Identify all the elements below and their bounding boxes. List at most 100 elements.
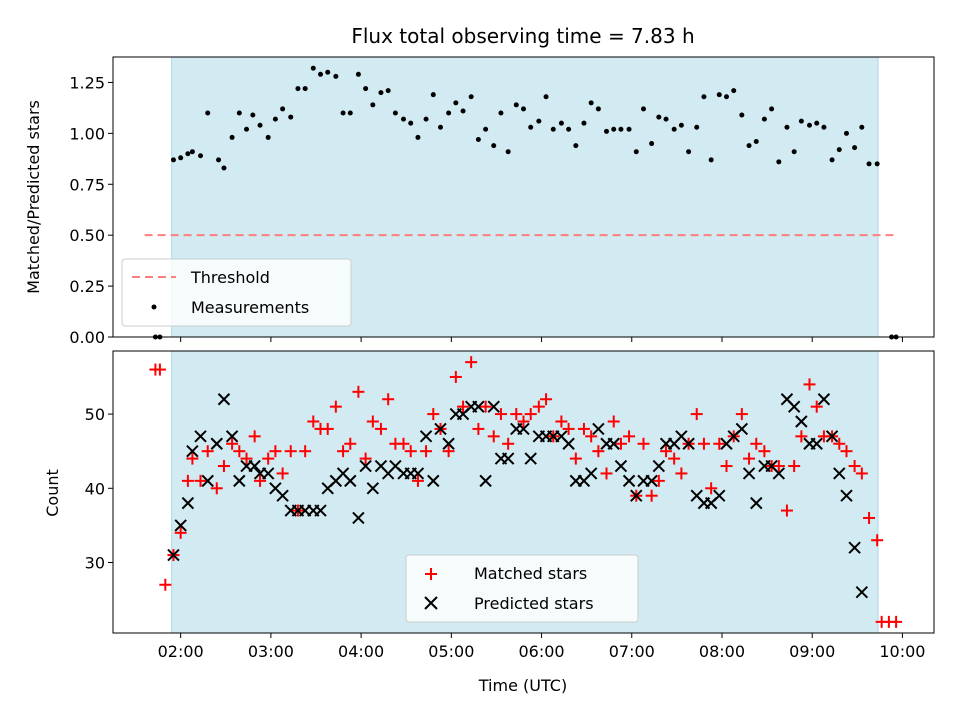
matched-star-point [382,393,395,406]
measurement-point [205,110,211,116]
predicted-star-mark-b [833,467,846,480]
legend-threshold-label: Threshold [190,268,270,287]
measurement-point [746,143,752,149]
predicted-star-point [352,511,365,525]
predicted-star-mark-b [374,459,388,473]
matched-star-point [660,445,673,458]
measurement-point [446,110,452,116]
predicted-star-mark-b [765,459,778,473]
measurement-point [295,86,301,92]
matched-star-point [697,437,710,450]
predicted-star-point [562,437,575,450]
predicted-star-mark-b [233,474,246,488]
measurement-point [415,134,421,140]
matched-star-point [577,422,590,435]
predicted-star-point [174,519,187,532]
predicted-star-mark-b [167,548,180,562]
measurement-point [392,110,398,116]
top-ytick-label: 0.25 [69,277,105,296]
matched-star-point [359,452,372,465]
matched-star-point [248,430,261,443]
matched-star-point [855,467,868,480]
bottom-ytick-label: 50 [85,405,105,424]
predicted-star-point [261,467,275,480]
measurement-point [280,106,286,112]
measurement-point [325,69,331,75]
predicted-star-point [501,452,515,465]
measurement-point [453,100,459,106]
matched-star-point [833,437,846,450]
measurement-point [355,71,361,77]
bottom-y-ticks: 30 40 50 [85,405,113,573]
matched-star-point [713,437,726,450]
predicted-star-point [825,430,839,443]
measurement-point [528,124,534,130]
top-ytick-label: 1.00 [69,124,105,143]
measurement-point [829,157,835,163]
predicted-star-point [479,474,492,488]
matched-star-point [344,437,357,450]
predicted-star-point [787,400,801,413]
measurement-point [340,110,346,116]
matched-star-point [201,445,214,458]
bottom-xtick-label: 09:00 [789,642,835,661]
measurement-point [656,114,662,120]
matched-star-point [269,445,282,458]
bottom-xtick-label: 07:00 [609,642,655,661]
predicted-star-point [366,482,380,495]
measurement-point [836,147,842,153]
matched-star-point [442,445,455,458]
measurement-point [626,126,632,132]
measurement-point [521,106,526,112]
predicted-star-mark-b [584,467,598,480]
measurement-point [723,94,729,100]
measurement-point [272,116,278,122]
predicted-star-mark-b [434,422,447,436]
top-axes-frame [112,56,935,338]
measurement-point [859,124,865,130]
predicted-star-mark-b [713,489,726,502]
measurement-point [498,110,504,116]
measurement-point [401,116,407,122]
measurement-point [814,120,820,126]
legend-measurements-label: Measurements [191,298,309,317]
matched-star-point [262,452,275,465]
matched-star-point [307,415,320,428]
measurement-point [686,149,692,155]
matched-star-point [720,460,733,473]
measurement-point [244,126,250,132]
predicted-star-point [630,489,643,502]
predicted-star-mark-b [562,437,575,450]
predicted-star-point [810,437,823,450]
predicted-star-mark-b [795,415,808,428]
top-ytick-label: 0.75 [69,175,105,194]
measurement-point [550,126,556,132]
measurement-point [505,149,511,155]
top-ytick-label: 1.25 [69,73,105,92]
predicted-star-point [434,422,447,436]
predicted-star-point [833,467,846,480]
measurement-point [798,118,804,124]
matched-star-point [233,445,246,458]
measurement-point [761,116,767,122]
measurement-point [566,126,572,132]
top-x-ticks [180,337,903,342]
measurement-point [236,110,242,116]
predicted-star-mark-b [427,474,440,488]
matched-star-point [675,467,688,480]
matched-star-point [743,452,756,465]
measurement-point [618,126,624,132]
predicted-star-mark-b [855,585,869,599]
predicted-stars-points [167,393,869,599]
matched-star-point [472,422,485,435]
bottom-xtick-label: 08:00 [699,642,745,661]
measurement-point [821,124,827,130]
bottom-xtick-label: 02:00 [158,642,204,661]
legend-measurements-swatch [151,304,157,310]
matched-star-point [159,578,172,591]
predicted-star-mark-b [682,437,695,450]
matched-star-point [645,489,658,502]
measurement-point [189,149,195,155]
matched-star-point [848,460,861,473]
predicted-star-mark-b [787,400,801,413]
